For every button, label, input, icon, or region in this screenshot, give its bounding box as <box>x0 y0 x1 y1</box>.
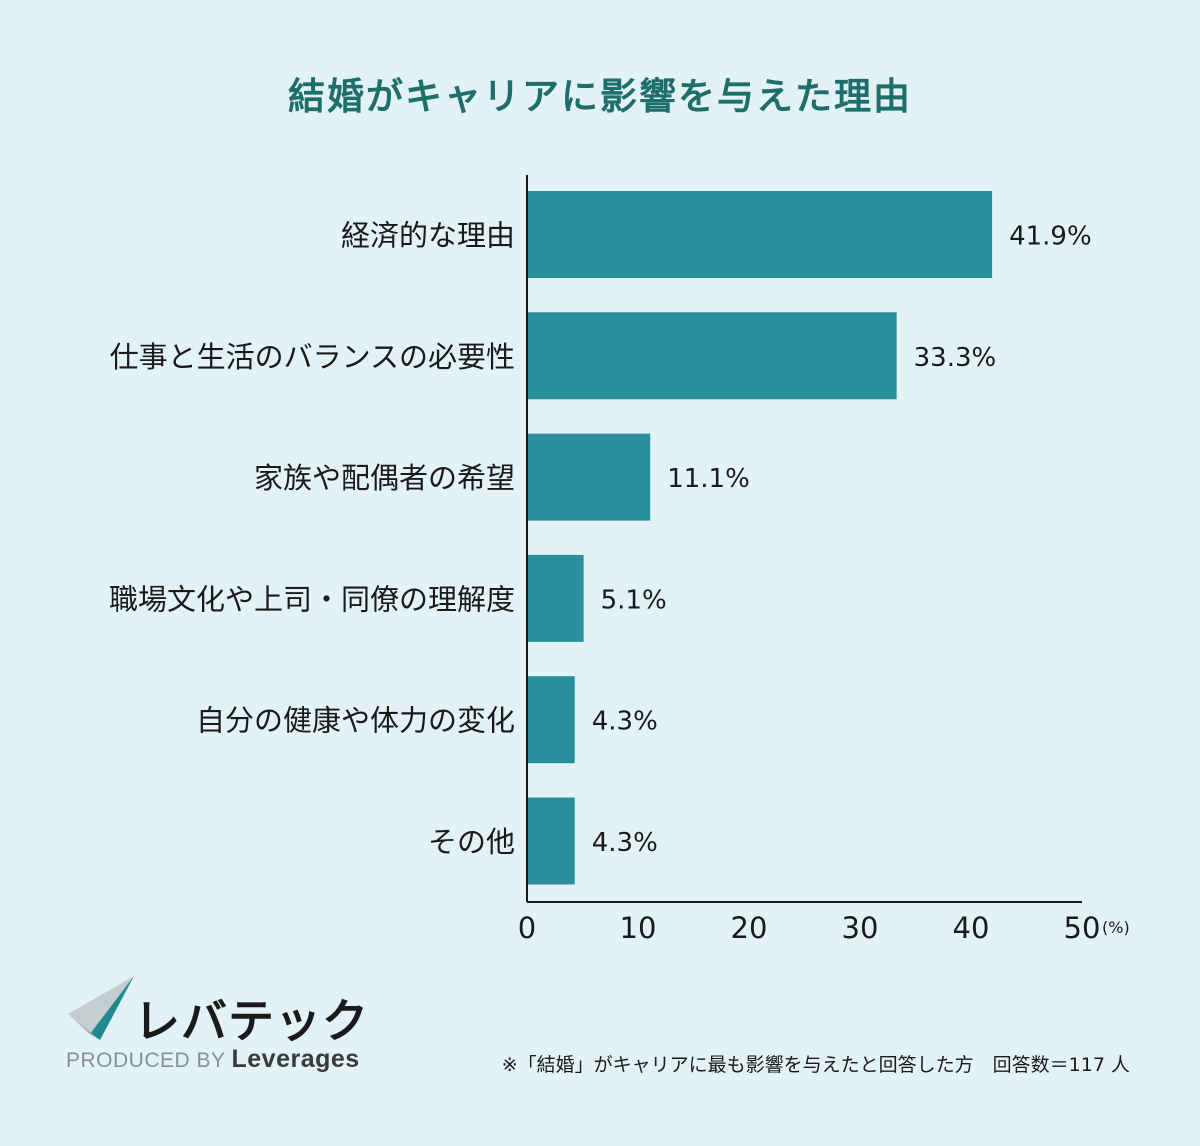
x-tick-label: 0 <box>518 911 536 945</box>
category-label: 仕事と生活のバランスの必要性 <box>110 340 515 374</box>
x-tick-label: 50 <box>1064 911 1101 945</box>
produced-by-label: PRODUCED BY <box>66 1049 226 1072</box>
value-label: 4.3% <box>592 707 658 737</box>
chart-title: 結婚がキャリアに影響を与えた理由 <box>288 75 912 118</box>
value-label: 4.3% <box>592 828 658 858</box>
category-label: 自分の健康や体力の変化 <box>196 704 515 738</box>
category-label: その他 <box>428 825 515 859</box>
x-tick-label: 20 <box>731 911 768 945</box>
bar-chart: 経済的な理由 41.9% 仕事と生活のバランスの必要性 33.3% 家族や配偶者の希望 1… <box>109 175 1130 945</box>
bar <box>527 676 575 764</box>
value-label: 5.1% <box>601 585 667 615</box>
value-label: 33.3% <box>914 343 997 373</box>
bar <box>527 191 993 278</box>
company-name: Leverages <box>231 1045 360 1073</box>
produced-by: PRODUCED BY Leverages <box>66 1045 360 1074</box>
brand-name: レバテック <box>134 994 369 1048</box>
x-tick-label: 40 <box>953 911 990 945</box>
x-tick-label: 10 <box>620 911 657 945</box>
footnote: ※「結婚」がキャリアに最も影響を与えたと回答した方 回答数＝117 人 <box>501 1054 1130 1076</box>
category-label: 職場文化や上司・同僚の理解度 <box>109 582 515 616</box>
bar <box>527 554 584 642</box>
category-label: 経済的な理由 <box>341 219 515 253</box>
value-label: 11.1% <box>667 464 750 494</box>
x-tick-label: 30 <box>842 911 879 945</box>
category-label: 家族や配偶者の希望 <box>254 461 515 495</box>
bar <box>527 312 897 400</box>
bar <box>527 797 575 885</box>
x-unit-label: (%) <box>1102 918 1130 937</box>
value-label: 41.9% <box>1009 222 1092 252</box>
levtech-logo-icon <box>68 976 134 1040</box>
bar <box>527 433 651 521</box>
